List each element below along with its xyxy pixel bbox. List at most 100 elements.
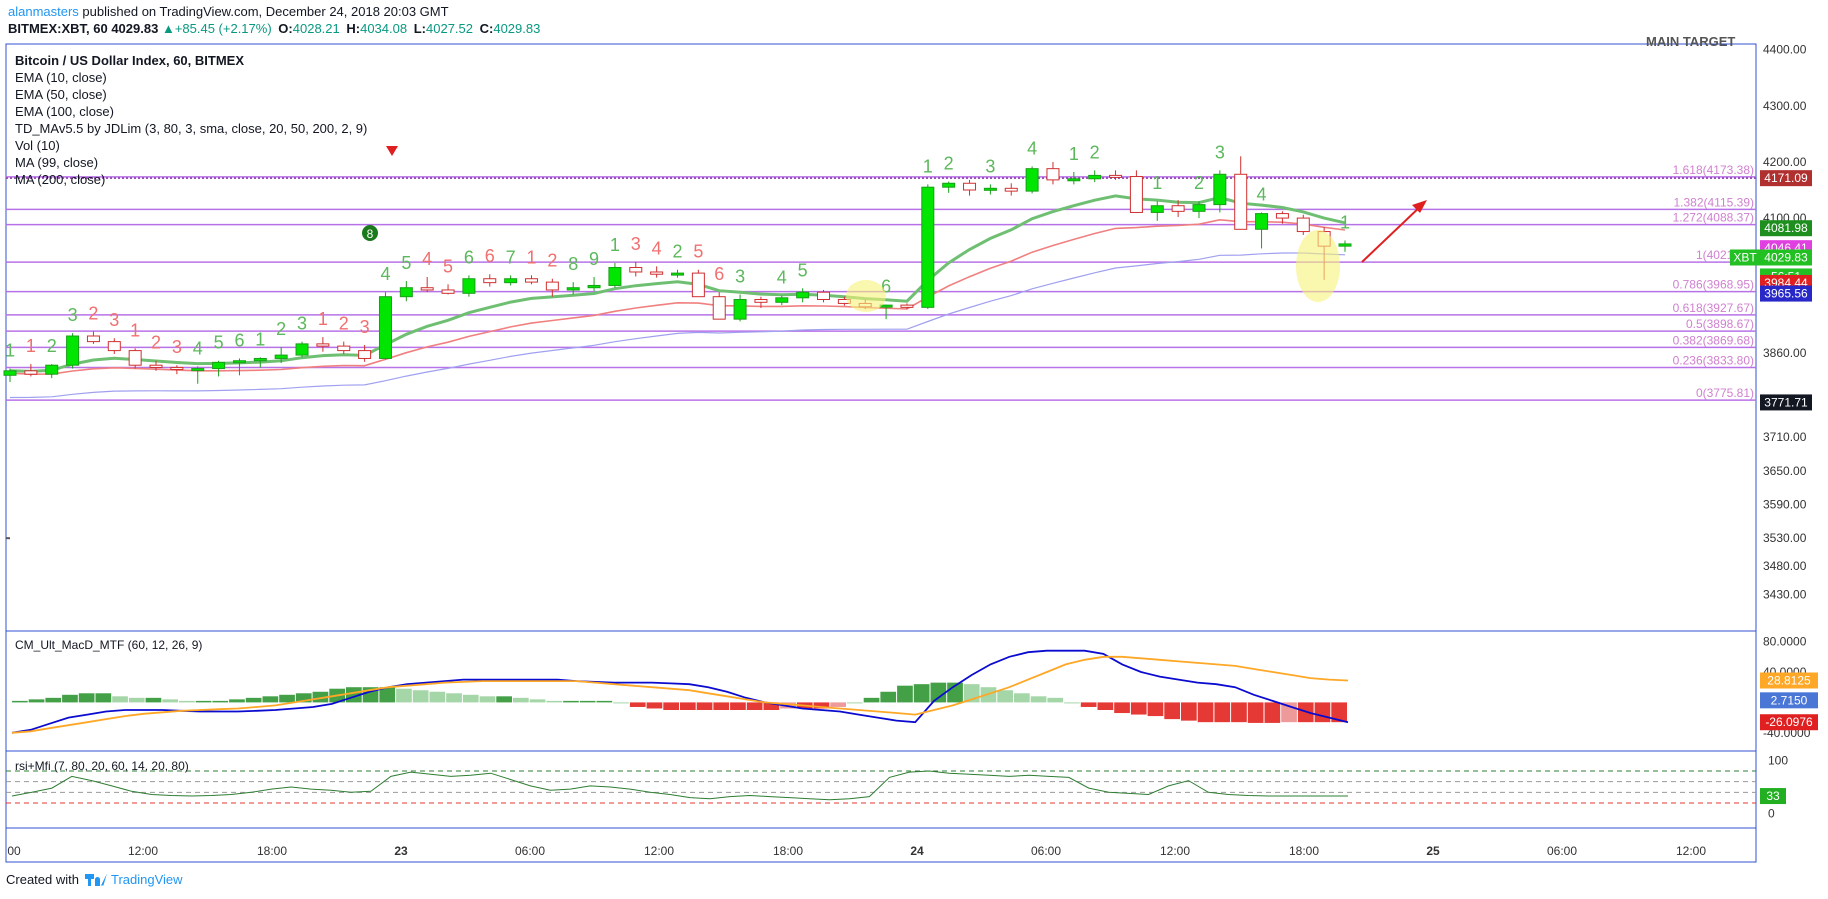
legend-study[interactable]: MA (200, close) — [15, 172, 106, 187]
candle-body — [629, 266, 643, 273]
macd-histogram-bar — [680, 702, 696, 710]
x-axis-tick: 24 — [910, 844, 924, 858]
candle-body — [504, 278, 518, 284]
x-axis-tick: 06:00 — [515, 844, 545, 858]
price-label-box — [1760, 394, 1812, 411]
candle-body — [1234, 173, 1248, 230]
td-count-bear: 3 — [631, 234, 641, 254]
macd-histogram-bar — [1114, 702, 1130, 714]
macd-histogram-bar — [546, 700, 563, 703]
candle-body — [608, 266, 622, 286]
candle-body — [587, 284, 601, 289]
macd-histogram-bar — [930, 682, 947, 703]
close-label: C: — [479, 21, 494, 36]
rsi-value-text: 33 — [1766, 789, 1780, 803]
rsi-y-tick: 0 — [1768, 807, 1775, 821]
macd-histogram-bar — [1197, 702, 1214, 723]
macd-value-text: -26.0976 — [1765, 715, 1813, 729]
macd-histogram-bar — [496, 696, 512, 703]
tradingview-link[interactable]: TradingView — [110, 872, 183, 887]
macd-y-tick: 80.0000 — [1763, 635, 1807, 649]
author-link[interactable]: alanmasters — [8, 4, 79, 19]
td-count-bull: 2 — [276, 319, 286, 339]
td-count-bull: 1 — [1340, 213, 1350, 233]
legend-study[interactable]: Vol (10) — [15, 138, 60, 153]
fib-level-label: 1.272(4088.37) — [1673, 211, 1754, 225]
candle-body — [253, 357, 267, 362]
macd-histogram-bar — [162, 699, 178, 703]
candle-body — [566, 287, 580, 291]
price-label-text: 4171.09 — [1764, 171, 1808, 185]
macd-histogram-bar — [212, 700, 229, 703]
x-axis-tick: 12:00 — [128, 844, 158, 858]
macd-histogram-bar — [446, 693, 462, 703]
symbol-label: BITMEX:XBT, 60 — [8, 21, 108, 36]
macd-histogram-bar — [245, 697, 262, 703]
macd-histogram-bar — [1314, 702, 1331, 723]
fib-level-label: 0.618(3927.67) — [1673, 301, 1754, 315]
td-count-bear: 4 — [422, 249, 432, 269]
candle-body — [128, 350, 142, 366]
td-count-bear: 1 — [318, 309, 328, 329]
macd-histogram-bar — [379, 687, 396, 703]
chart-canvas[interactable]: 1.618(4173.38) 1.382(4115.39) 1.272(4088.3… — [0, 0, 1828, 870]
rsi-title: rsi+Mfi (7, 80, 20, 60, 14, 20, 80) — [15, 759, 189, 773]
y-axis-tick: 4300.00 — [1763, 99, 1807, 113]
td-count-bear: 2 — [547, 251, 557, 271]
legend-study[interactable]: TD_MAv5.5 by JDLim (3, 80, 3, sma, close… — [15, 121, 368, 136]
x-axis-tick: 06:00 — [1031, 844, 1061, 858]
td-count-bull: 5 — [401, 253, 411, 273]
td-count-bull: 3 — [735, 266, 745, 286]
macd-histogram-bar — [1264, 702, 1281, 723]
legend-study[interactable]: EMA (100, close) — [15, 104, 114, 119]
candle-body — [316, 343, 330, 347]
legend-title: Bitcoin / US Dollar Index, 60, BITMEX — [15, 53, 244, 68]
x-axis-tick: 12:00 — [644, 844, 674, 858]
macd-histogram-bar — [596, 700, 613, 703]
fib-level-label: 1.382(4115.39) — [1673, 195, 1754, 209]
td-count-bull: 6 — [234, 330, 244, 350]
candle-body — [1046, 168, 1060, 181]
candle-body — [671, 272, 684, 276]
candle-body — [1338, 243, 1352, 247]
macd-histogram-bar — [78, 693, 95, 703]
high-label: H: — [346, 21, 361, 36]
y-axis-tick: 3710.00 — [1763, 430, 1807, 444]
candle-body — [817, 291, 831, 301]
macd-histogram-bar — [897, 685, 913, 703]
price-label-text: 3965.56 — [1764, 287, 1808, 301]
price-label-text: 4081.98 — [1764, 221, 1808, 235]
legend-study[interactable]: MA (99, close) — [15, 155, 99, 170]
td-count-bull: 1 — [1152, 173, 1162, 193]
macd-histogram-bar — [713, 702, 730, 710]
legend-study[interactable]: EMA (10, close) — [15, 70, 107, 85]
macd-histogram-bar — [663, 702, 679, 710]
candle-body — [337, 345, 351, 352]
chart-legend: Bitcoin / US Dollar Index, 60, BITMEX EM… — [15, 52, 367, 188]
y-axis-tick: 3430.00 — [1763, 587, 1807, 601]
candle-body — [1275, 213, 1289, 219]
candle-body — [1004, 187, 1018, 192]
candle-body — [1296, 217, 1310, 233]
macd-histogram-bar — [696, 702, 713, 710]
td-count-bull: 1 — [255, 329, 265, 349]
macd-histogram-bar — [730, 702, 746, 710]
macd-histogram-bar — [997, 690, 1013, 703]
td-count-bear: 2 — [88, 304, 98, 324]
up-arrow-icon: ▲ — [161, 21, 175, 36]
candle-body — [1255, 213, 1269, 230]
candle-body — [24, 370, 38, 375]
candle-body — [691, 272, 705, 298]
ema10-line — [9, 194, 1346, 373]
td-count-bull: 4 — [1027, 138, 1037, 158]
candle-body — [524, 278, 538, 283]
macd-histogram-bar — [195, 700, 212, 703]
price-change: +85.45 (+2.17%) — [174, 21, 272, 36]
candle-body — [399, 287, 413, 298]
fib-level-label: 0.236(3833.80) — [1673, 354, 1754, 368]
candle-body — [3, 370, 17, 376]
macd-value-box — [1760, 714, 1818, 731]
legend-study[interactable]: EMA (50, close) — [15, 87, 107, 102]
created-with-text: Created with — [6, 872, 79, 887]
candle-body — [1171, 205, 1185, 212]
